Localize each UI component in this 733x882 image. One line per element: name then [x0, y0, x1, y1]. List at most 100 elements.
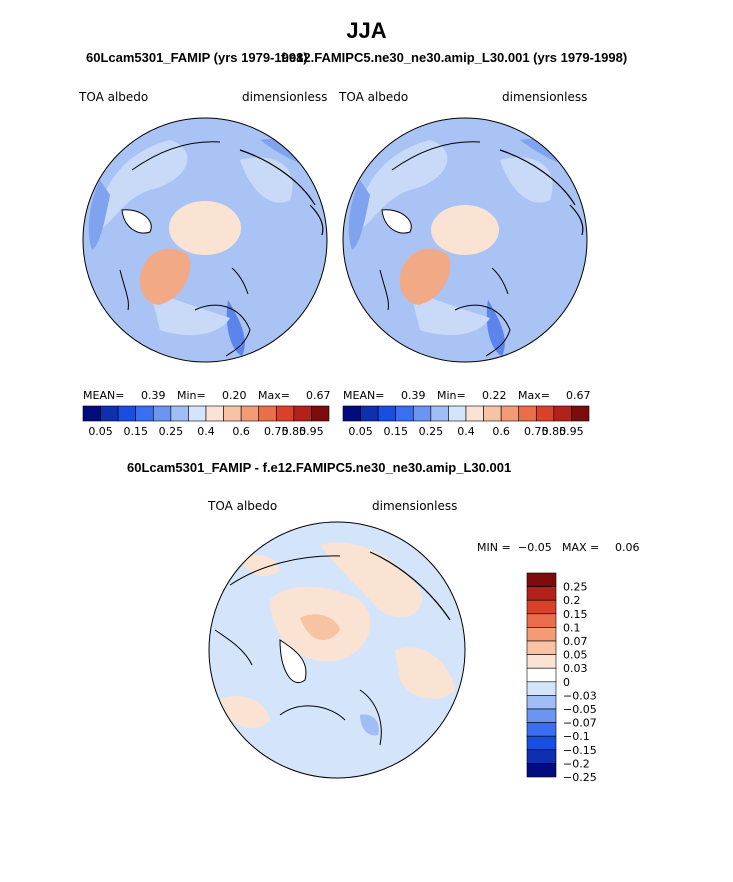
- panel-2-min-value: 0.22: [482, 389, 507, 402]
- panel-1-min-label: Min=: [177, 389, 206, 402]
- panel-3-units-label: dimensionless: [372, 499, 458, 513]
- panel-3-max-label: MAX =: [562, 541, 600, 554]
- panel-3-colorbar-cell: [526, 654, 557, 669]
- panel-1-colorbar-cell: [170, 405, 189, 422]
- panel-3-colorbar-tick-label: 0.07: [563, 635, 588, 648]
- subtitle-panel-1: 60Lcam5301_FAMIP (yrs 1979-1998): [86, 50, 308, 65]
- subtitle-panel-3: 60Lcam5301_FAMIP - f.e12.FAMIPC5.ne30_ne…: [127, 460, 512, 475]
- panel-3-colorbar-cell: [526, 735, 557, 751]
- panel-3-colorbar-cell: [526, 708, 557, 723]
- panel-1-colorbar-tick-label: 0.85: [282, 425, 307, 438]
- panel-3-colorbar-tick-label: 0: [563, 676, 570, 689]
- panel-2-colorbar-tick-label: 0.15: [383, 425, 408, 438]
- panel-3-colorbar-tick-label: −0.05: [563, 703, 597, 716]
- panel-1-variable-label: TOA albedo: [79, 90, 149, 104]
- panel-2-colorbar-tick-label: 0.6: [492, 425, 510, 438]
- panel-1-map: [83, 118, 327, 362]
- panel-2-colorbar-tick-label: 0.75: [524, 425, 549, 438]
- panel-2-min-label: Min=: [437, 389, 466, 402]
- panel-1-colorbar-cell: [135, 405, 154, 422]
- panel-3-map: [209, 522, 465, 778]
- panel-2-colorbar-cell: [518, 405, 537, 422]
- panel-1-polar-cap: [169, 201, 241, 255]
- panel-2-colorbar-tick-label: 0.95: [559, 425, 584, 438]
- panel-2-variable-label: TOA albedo: [339, 90, 409, 104]
- panel-3-colorbar-cell: [526, 599, 557, 615]
- panel-1-max-value: 0.67: [306, 389, 331, 402]
- panel-3-colorbar-tick-label: −0.25: [563, 771, 597, 784]
- panel-1-colorbar-cell: [205, 405, 224, 422]
- panel-2-colorbar-tick-label: 0.05: [348, 425, 373, 438]
- panel-3-colorbar-cell: [526, 681, 557, 696]
- panel-1-max-label: Max=: [258, 389, 290, 402]
- panel-3-colorbar-tick-label: −0.03: [563, 689, 597, 702]
- panel-2-colorbar-tick-label: 0.85: [542, 425, 567, 438]
- panel-3-colorbar-tick-label: 0.03: [563, 662, 588, 675]
- panel-1-colorbar-cell: [100, 405, 119, 422]
- panel-1-colorbar-tick-label: 0.4: [197, 425, 215, 438]
- panel-3-min-value: −0.05: [518, 541, 552, 554]
- panel-3-colorbar-tick-label: 0.2: [563, 594, 581, 607]
- panel-2-colorbar: 0.05 0.15 0.25 0.4 0.6 0.750.850.95: [342, 405, 590, 438]
- panel-3-colorbar-cell: [526, 586, 557, 601]
- panel-3-colorbar-cell: [526, 627, 557, 642]
- panel-1-mean-label: MEAN=: [83, 389, 125, 402]
- panel-2-colorbar-cell: [360, 405, 379, 422]
- panel-1-greenland: [139, 248, 191, 305]
- panel-1-colorbar-cell: [152, 405, 172, 422]
- panel-2-colorbar-cell: [395, 405, 414, 422]
- panel-1-colorbar-cell: [188, 405, 207, 422]
- panel-1-colorbar-cell: [82, 405, 101, 422]
- panel-3-colorbar-cell: [526, 722, 557, 737]
- panel-3-colorbar-cell: [526, 695, 557, 710]
- panel-2-greenland: [399, 248, 451, 305]
- panel-2-units-label: dimensionless: [502, 90, 588, 104]
- panel-2-colorbar-cell: [500, 405, 520, 422]
- panel-2-colorbar-cell: [553, 405, 572, 422]
- panel-1-colorbar-cell: [311, 405, 330, 422]
- panel-3-variable-label: TOA albedo: [208, 499, 278, 513]
- panel-3-colorbar-tick-label: −0.15: [563, 744, 597, 757]
- panel-2-colorbar-cell: [430, 405, 449, 422]
- panel-1-mean-value: 0.39: [141, 389, 166, 402]
- panel-3-colorbar-cell: [526, 763, 557, 778]
- panel-3-colorbar: 0.250.20.150.10.070.050.030−0.03−0.05−0.…: [526, 572, 597, 784]
- panel-1-colorbar-cell: [293, 405, 312, 422]
- panel-2-colorbar-cell: [448, 405, 467, 422]
- panel-2-colorbar-cell: [342, 405, 361, 422]
- panel-3-colorbar-cell: [526, 613, 557, 628]
- panel-3-colorbar-cell: [526, 749, 557, 764]
- panel-2-polar-cap: [431, 205, 499, 255]
- panel-2-colorbar-cell: [571, 405, 590, 422]
- panel-3-colorbar-tick-label: 0.05: [563, 649, 588, 662]
- panel-1-colorbar-tick-label: 0.05: [88, 425, 113, 438]
- panel-3-colorbar-cell: [526, 572, 557, 587]
- panel-1-units-label: dimensionless: [242, 90, 328, 104]
- panel-1-colorbar-tick-label: 0.95: [299, 425, 324, 438]
- panel-1-min-value: 0.20: [222, 389, 247, 402]
- panel-2-max-label: Max=: [518, 389, 550, 402]
- panel-2-map: [343, 118, 587, 362]
- panel-3-min-label: MIN =: [477, 541, 511, 554]
- panel-3-colorbar-tick-label: 0.25: [563, 581, 588, 594]
- page-title: JJA: [346, 18, 387, 43]
- panel-1-colorbar-tick-label: 0.6: [232, 425, 250, 438]
- panel-2-colorbar-tick-label: 0.4: [457, 425, 475, 438]
- subtitle-panel-2: f.e12.FAMIPC5.ne30_ne30.amip_L30.001 (yr…: [281, 50, 628, 65]
- panel-2-colorbar-cell: [483, 405, 502, 422]
- panel-2-colorbar-cell: [412, 405, 432, 422]
- panel-2-colorbar-cell: [465, 405, 484, 422]
- panel-2-mean-label: MEAN=: [343, 389, 385, 402]
- panel-2-max-value: 0.67: [566, 389, 591, 402]
- panel-3-colorbar-tick-label: 0.15: [563, 608, 588, 621]
- panel-1-colorbar: 0.05 0.15 0.25 0.4 0.6 0.750.850.95: [82, 405, 330, 438]
- panel-2-colorbar-cell: [535, 405, 555, 422]
- panel-1-colorbar-cell: [240, 405, 260, 422]
- panel-3-colorbar-tick-label: −0.2: [563, 757, 590, 770]
- panel-3-colorbar-tick-label: −0.1: [563, 730, 590, 743]
- panel-1-colorbar-tick-label: 0.15: [123, 425, 148, 438]
- panel-3-colorbar-cell: [526, 667, 557, 683]
- panel-2-mean-value: 0.39: [401, 389, 426, 402]
- panel-1-colorbar-tick-label: 0.75: [264, 425, 289, 438]
